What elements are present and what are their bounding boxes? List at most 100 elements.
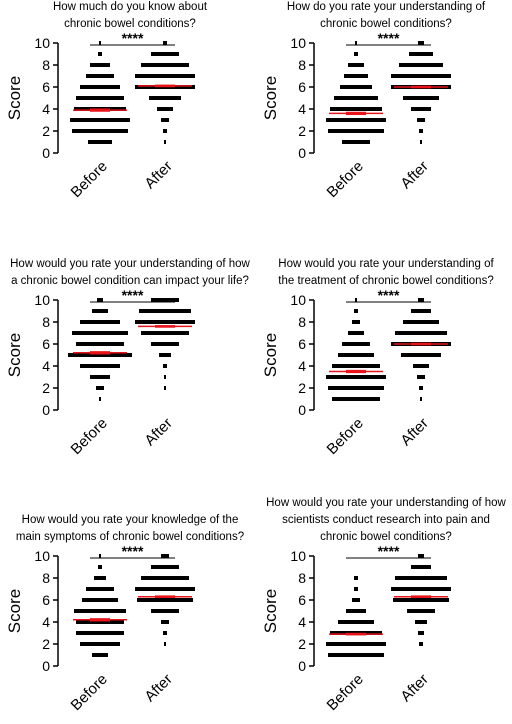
dot-row [342,342,370,346]
x-tick-label: After [397,415,431,449]
dot-row [86,587,114,591]
y-tick-label: 10 [34,292,50,308]
dot-row [98,52,102,56]
dot-row [92,653,108,657]
dot-row [92,309,108,313]
dot-row [164,140,166,144]
y-tick-label: 4 [42,101,50,117]
dot-row [90,375,110,379]
dot-row [395,576,447,580]
dot-row [99,41,101,45]
y-tick-label: 10 [34,548,50,564]
dot-row [161,118,169,122]
dot-row [163,129,167,133]
x-tick-label: After [397,671,431,705]
dot-row [94,576,106,580]
dot-row [149,96,181,100]
dot-row [407,609,435,613]
dot-row [328,386,384,390]
dot-row [332,364,380,368]
y-axis-label: Score [5,333,24,377]
dot-row [354,587,358,591]
y-tick-label: 2 [298,123,306,139]
dot-row [76,620,124,624]
dot-row [90,63,110,67]
dot-row [72,331,128,335]
dot-row [141,331,189,335]
dot-row [354,309,358,313]
y-tick-label: 0 [298,145,306,161]
dot-row [332,397,380,401]
y-tick-label: 4 [42,358,50,374]
dot-row [141,576,189,580]
dot-row [99,397,101,401]
dot-row [164,386,166,390]
y-axis-label: Score [261,76,280,120]
y-tick-label: 6 [298,79,306,95]
significance-label: **** [122,30,144,46]
dot-row [403,320,439,324]
dot-row [326,118,386,122]
panel-title: chronic bowel conditions? [320,531,452,543]
dot-row [326,375,386,379]
y-axis-label: Score [261,589,280,633]
dot-row [418,298,424,302]
y-tick-label: 2 [42,380,50,396]
y-tick-label: 8 [298,570,306,586]
panel: How much do you know about chronic bowel … [5,1,208,201]
y-tick-label: 8 [42,314,50,330]
dot-row [342,140,370,144]
dot-row [391,587,451,591]
panel-title: How would you rate your understanding of… [266,497,506,509]
y-tick-label: 2 [42,636,50,652]
y-tick-label: 6 [42,336,50,352]
dot-row [164,375,166,379]
dot-row [161,620,169,624]
dot-row [157,107,173,111]
dot-row [72,129,128,133]
dot-row [88,140,112,144]
dot-row [76,342,124,346]
x-tick-label: After [141,158,175,192]
y-tick-label: 10 [34,35,50,51]
dot-row [151,565,179,569]
dot-row [135,587,195,591]
significance-label: **** [122,287,144,303]
dot-row [80,642,120,646]
y-tick-label: 0 [42,402,50,418]
dot-row [354,52,358,56]
y-tick-label: 10 [290,292,306,308]
panel-title: How would you rate your knowledge of the [22,514,239,526]
dot-row [401,353,441,357]
x-tick-label: Before [68,158,111,201]
y-tick-label: 6 [42,79,50,95]
dot-row [413,364,429,368]
dot-row [68,353,132,357]
panel-title: main symptoms of chronic bowel condition… [16,531,244,543]
panel: How would you rate your understanding of… [261,258,495,458]
dot-row [151,342,179,346]
dot-row [393,598,449,602]
y-tick-label: 8 [298,57,306,73]
dot-row [354,576,358,580]
x-tick-label: Before [68,415,111,458]
dot-row [98,565,102,569]
dot-row [417,375,425,379]
dot-row [352,320,360,324]
panel: How do you rate your understanding of chr… [261,1,486,201]
panel-title: chronic bowel conditions? [320,18,452,30]
panel-title: scientists conduct research into pain an… [282,514,490,526]
panel: How would you rate your knowledge of the… [5,514,244,714]
dot-row [346,609,366,613]
panel: How would you rate your understanding of… [261,497,507,714]
dot-row [97,298,103,302]
dot-row [418,554,424,558]
significance-label: **** [378,543,400,559]
dot-row [70,118,130,122]
dot-row [348,63,364,67]
dot-row [151,609,179,613]
dot-row [328,129,384,133]
dot-row [135,320,195,324]
dot-row [159,353,171,357]
